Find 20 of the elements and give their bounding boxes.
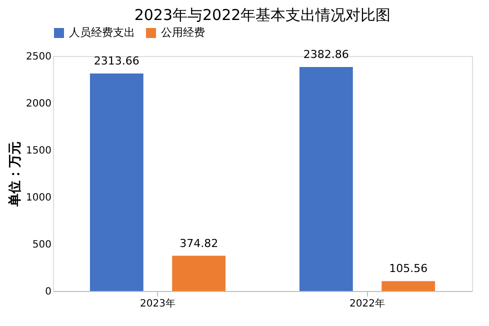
y-tick-label: 500 bbox=[32, 240, 52, 250]
y-axis-title: 单位：万元 bbox=[7, 142, 24, 208]
data-label: 374.82 bbox=[180, 236, 218, 250]
y-tick-label: 1500 bbox=[26, 146, 52, 156]
y-tick-label: 2500 bbox=[26, 52, 52, 62]
legend-label: 公用经费 bbox=[161, 26, 205, 39]
data-label: 2313.66 bbox=[94, 54, 140, 68]
bar bbox=[382, 281, 436, 291]
bar bbox=[299, 67, 353, 291]
x-tick-label: 2022年 bbox=[350, 298, 385, 310]
y-tick-label: 0 bbox=[45, 286, 52, 298]
y-tick-label: 2000 bbox=[26, 98, 52, 110]
data-label: 2382.86 bbox=[303, 48, 349, 62]
x-tick-label: 2023年 bbox=[140, 298, 176, 310]
bar bbox=[90, 74, 144, 291]
y-tick-label: 1000 bbox=[26, 192, 52, 204]
legend-label: 人员经费支出 bbox=[69, 26, 135, 39]
data-label: 105.56 bbox=[389, 262, 428, 276]
chart-title: 2023年与2022年基本支出情况对比图 bbox=[134, 6, 391, 24]
bar bbox=[172, 256, 226, 291]
